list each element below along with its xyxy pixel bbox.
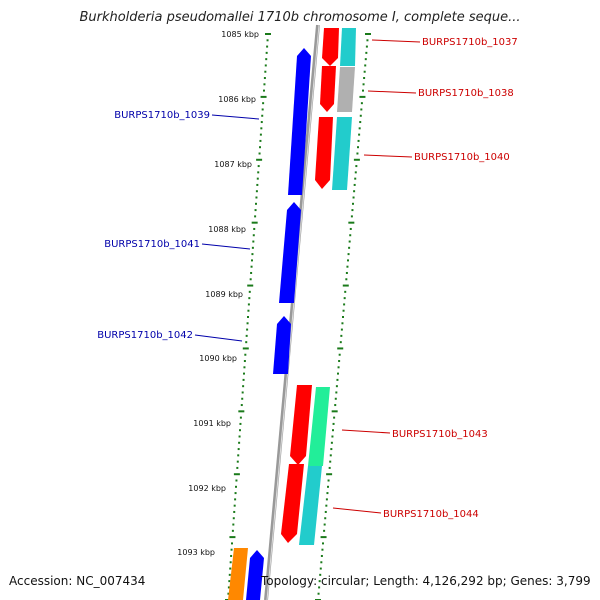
accession-text: Accession: NC_007434 (9, 574, 146, 588)
left-scale-ticks (225, 33, 271, 600)
gene-BURPS1710b_1039[interactable] (288, 48, 311, 195)
gene-unlabeled-bottom[interactable] (228, 548, 264, 600)
gene-label[interactable]: BURPS1710b_1039 (114, 110, 210, 121)
genome-summary-text: Topology: circular; Length: 4,126,292 bp… (261, 574, 591, 588)
feature-block-cyan (332, 117, 352, 190)
gene-arrow[interactable] (322, 28, 339, 66)
callout-line (363, 154, 413, 158)
gene-BURPS1710b_1040[interactable] (315, 117, 352, 190)
gene-label[interactable]: BURPS1710b_1040 (414, 152, 510, 163)
chromosome-backbone-highlight (266, 24, 320, 600)
gene-label[interactable]: BURPS1710b_1044 (383, 509, 479, 520)
feature-block-cyan (299, 466, 322, 545)
gene-BURPS1710b_1041[interactable] (279, 202, 301, 303)
gene-arrow[interactable] (290, 385, 312, 465)
gene-arrow[interactable] (320, 66, 336, 112)
callout-line (201, 243, 251, 250)
gene-arrow[interactable] (273, 316, 291, 374)
gene-arrow[interactable] (288, 48, 311, 195)
gene-BURPS1710b_1037[interactable] (322, 28, 356, 66)
gene-label[interactable]: BURPS1710b_1037 (422, 37, 518, 48)
gene-label[interactable]: BURPS1710b_1041 (104, 239, 200, 250)
feature-block-orange (228, 548, 248, 600)
feature-block-green (308, 387, 330, 466)
callout-line (367, 90, 417, 94)
feature-block-gray (337, 67, 355, 112)
callout-line (341, 429, 391, 434)
callout-line (332, 507, 382, 514)
gene-arrow[interactable] (246, 550, 264, 600)
kbp-label: 1091 kbp (193, 419, 231, 428)
feature-block-cyan (340, 28, 356, 66)
kbp-label: 1093 kbp (177, 548, 215, 557)
chromosome-backbone (264, 24, 320, 600)
kbp-label: 1089 kbp (205, 290, 243, 299)
callout-line (194, 334, 243, 342)
callout-line (211, 114, 260, 120)
callout-line (371, 39, 421, 43)
gene-BURPS1710b_1044[interactable] (281, 464, 322, 545)
map-title: Burkholderia pseudomallei 1710b chromoso… (79, 10, 521, 25)
gene-BURPS1710b_1038[interactable] (320, 66, 355, 112)
gene-label[interactable]: BURPS1710b_1043 (392, 429, 488, 440)
right-scale-ticks (315, 33, 371, 600)
gene-BURPS1710b_1042[interactable] (273, 316, 291, 374)
gene-arrow[interactable] (315, 117, 333, 189)
kbp-label: 1088 kbp (208, 225, 246, 234)
gene-arrow[interactable] (281, 464, 304, 543)
kbp-label: 1090 kbp (199, 354, 237, 363)
kbp-label: 1087 kbp (214, 160, 252, 169)
gene-label[interactable]: BURPS1710b_1042 (97, 330, 193, 341)
gene-arrow[interactable] (279, 202, 301, 303)
kbp-label: 1086 kbp (218, 95, 256, 104)
kbp-label: 1085 kbp (221, 30, 259, 39)
kbp-label: 1092 kbp (188, 484, 226, 493)
gene-label[interactable]: BURPS1710b_1038 (418, 88, 514, 99)
gene-BURPS1710b_1043[interactable] (290, 385, 330, 466)
